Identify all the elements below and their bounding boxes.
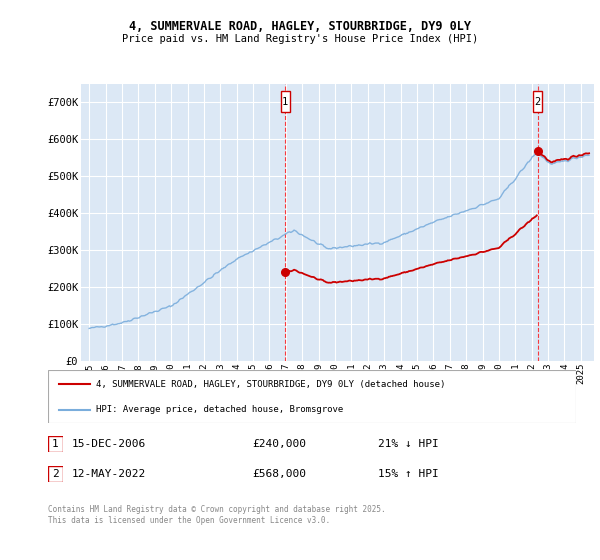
Text: 1: 1 (52, 439, 59, 449)
Text: £568,000: £568,000 (252, 469, 306, 479)
FancyBboxPatch shape (48, 436, 63, 452)
Text: 4, SUMMERVALE ROAD, HAGLEY, STOURBRIDGE, DY9 0LY: 4, SUMMERVALE ROAD, HAGLEY, STOURBRIDGE,… (129, 20, 471, 32)
Text: £240,000: £240,000 (252, 439, 306, 449)
Text: 1: 1 (282, 96, 289, 106)
FancyBboxPatch shape (48, 370, 576, 423)
Text: 21% ↓ HPI: 21% ↓ HPI (378, 439, 439, 449)
FancyBboxPatch shape (281, 91, 290, 111)
FancyBboxPatch shape (533, 91, 542, 111)
Text: Price paid vs. HM Land Registry's House Price Index (HPI): Price paid vs. HM Land Registry's House … (122, 34, 478, 44)
Text: 2: 2 (52, 469, 59, 479)
Text: 4, SUMMERVALE ROAD, HAGLEY, STOURBRIDGE, DY9 0LY (detached house): 4, SUMMERVALE ROAD, HAGLEY, STOURBRIDGE,… (95, 380, 445, 389)
Text: 15-DEC-2006: 15-DEC-2006 (72, 439, 146, 449)
Text: Contains HM Land Registry data © Crown copyright and database right 2025.
This d: Contains HM Land Registry data © Crown c… (48, 505, 386, 525)
Text: 12-MAY-2022: 12-MAY-2022 (72, 469, 146, 479)
Text: 2: 2 (535, 96, 541, 106)
FancyBboxPatch shape (48, 466, 63, 482)
Text: 15% ↑ HPI: 15% ↑ HPI (378, 469, 439, 479)
Text: HPI: Average price, detached house, Bromsgrove: HPI: Average price, detached house, Brom… (95, 405, 343, 414)
